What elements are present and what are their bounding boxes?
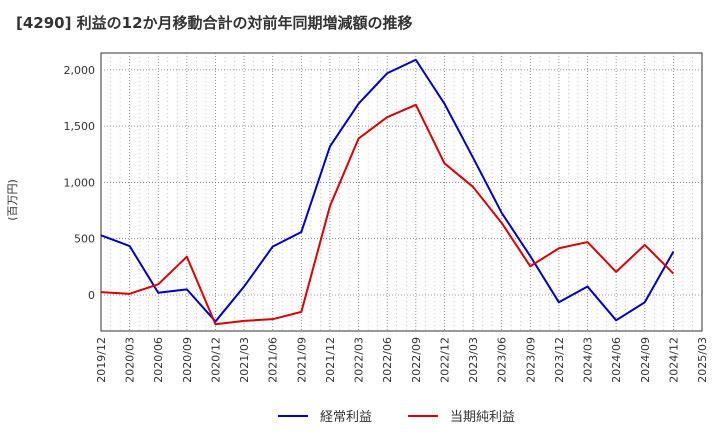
series-lines: [100, 58, 675, 326]
x-tick-label: 2023/06: [496, 337, 509, 383]
y-tick-label: 0: [88, 289, 95, 302]
y-tick-label: 500: [74, 233, 95, 246]
x-tick-label: 2019/12: [95, 337, 108, 383]
plot-border: [100, 52, 703, 332]
x-tick-label: 2021/09: [295, 337, 308, 383]
x-tick-label: 2020/06: [152, 337, 165, 383]
x-axis-ticks: 2019/12 2020/03 2020/06 2020/09 2020/12 2021/…: [95, 337, 709, 383]
y-axis-label: (百万円): [6, 179, 19, 221]
x-tick-label: 2021/06: [267, 337, 280, 383]
x-tick-label: 2022/09: [410, 337, 423, 383]
x-tick-label: 2020/12: [209, 337, 222, 383]
x-tick-label: 2022/12: [438, 337, 451, 383]
x-tick-label: 2024/03: [582, 337, 595, 383]
plot-area: [100, 52, 703, 332]
x-tick-label: 2022/03: [353, 337, 366, 383]
y-tick-label: 1,500: [64, 120, 96, 133]
chart-title: [4290] 利益の12か月移動合計の対前年同期増減額の推移: [16, 14, 413, 32]
legend-label: 当期純利益: [450, 410, 515, 425]
x-tick-label: 2024/09: [639, 337, 652, 383]
x-tick-label: 2023/03: [467, 337, 480, 383]
y-tick-label: 1,000: [64, 176, 96, 189]
x-tick-label: 2023/12: [553, 337, 566, 383]
y-axis-ticks: 0 500 1,000 1,500 2,000: [64, 64, 96, 302]
x-tick-label: 2020/03: [124, 337, 137, 383]
x-tick-label: 2024/06: [610, 337, 623, 383]
x-tick-label: 2021/03: [238, 337, 251, 383]
x-tick-label: 2021/12: [324, 337, 337, 383]
y-tick-label: 2,000: [64, 64, 96, 77]
x-tick-label: 2024/12: [667, 337, 680, 383]
grid-lines: [101, 53, 702, 331]
legend: 経常利益 当期純利益: [278, 410, 515, 425]
x-tick-label: 2020/09: [181, 337, 194, 383]
x-tick-label: 2025/03: [696, 337, 709, 383]
x-tick-label: 2023/09: [524, 337, 537, 383]
x-tick-label: 2022/06: [381, 337, 394, 383]
legend-label: 経常利益: [320, 410, 372, 425]
